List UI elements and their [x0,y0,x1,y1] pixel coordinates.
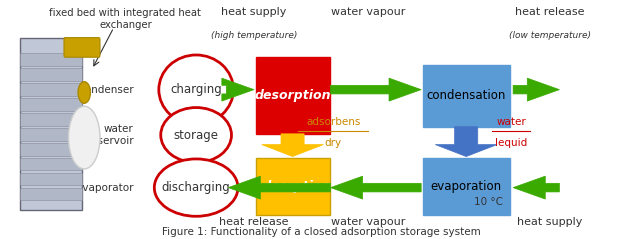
Ellipse shape [159,55,233,124]
Text: evaporation: evaporation [431,180,502,193]
Text: water: water [496,117,526,127]
Polygon shape [435,127,497,157]
Bar [20,83,82,96]
Ellipse shape [154,159,238,216]
Text: storage: storage [174,129,219,141]
Bar [20,188,82,200]
Ellipse shape [161,108,231,163]
Polygon shape [513,78,559,101]
Bar [20,54,82,66]
Text: lequid: lequid [495,138,527,148]
Text: desorption: desorption [255,89,331,102]
Polygon shape [222,78,254,101]
Bar [423,65,509,127]
Text: Figure 1: Functionality of a closed adsorption storage system: Figure 1: Functionality of a closed adso… [162,227,481,237]
Text: discharging: discharging [162,181,230,194]
Text: condenser: condenser [79,85,134,95]
Polygon shape [331,78,421,101]
Polygon shape [228,176,331,199]
Text: (high temperature): (high temperature) [211,31,297,40]
Bar [20,113,82,126]
Text: adsorption: adsorption [255,180,331,193]
Text: charging: charging [170,83,222,96]
Polygon shape [331,176,421,199]
Bar [20,98,82,111]
Bar [20,143,82,156]
Text: condensation: condensation [426,89,506,102]
Bar [20,158,82,170]
Text: dry: dry [325,138,341,148]
Text: (low temperature): (low temperature) [509,31,591,40]
Text: heat supply: heat supply [517,217,583,227]
Polygon shape [513,176,559,199]
Text: heat supply: heat supply [221,7,287,17]
Text: 10 °C: 10 °C [474,197,503,207]
Text: heat release: heat release [515,7,584,17]
Text: heat release: heat release [219,217,289,227]
Ellipse shape [68,106,100,169]
Bar [20,128,82,141]
Text: evaporator: evaporator [77,183,134,193]
Bar [256,158,330,215]
Text: water vapour: water vapour [331,7,405,17]
FancyBboxPatch shape [64,38,100,57]
Circle shape [78,111,91,133]
Bar [20,38,82,210]
Circle shape [78,141,91,162]
Circle shape [78,82,91,103]
Bar [20,68,82,81]
Bar [423,158,509,215]
Polygon shape [262,134,323,157]
Text: water
reservoir: water reservoir [87,124,134,146]
Text: fixed bed with integrated heat
exchanger: fixed bed with integrated heat exchanger [50,8,201,30]
Text: water vapour: water vapour [331,217,405,227]
Bar [20,173,82,185]
Text: adsorbens: adsorbens [306,117,360,127]
Bar [256,57,330,134]
